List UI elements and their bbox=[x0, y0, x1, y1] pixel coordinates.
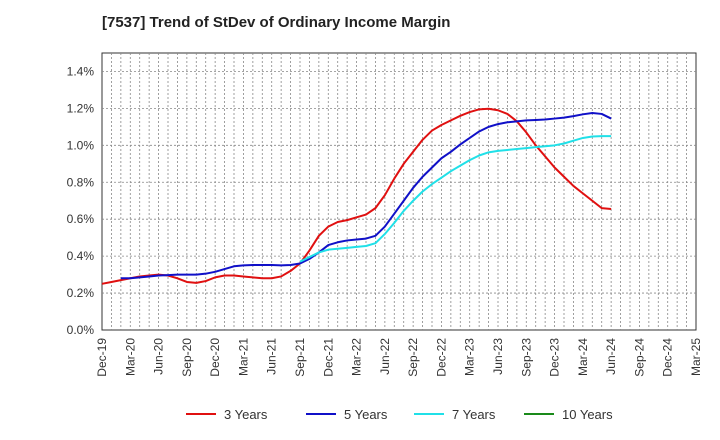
y-tick-label: 0.8% bbox=[67, 175, 95, 189]
x-tick-label: Mar-25 bbox=[689, 338, 703, 376]
x-tick-label: Dec-21 bbox=[321, 338, 335, 377]
series-line bbox=[120, 112, 612, 280]
x-tick-label: Sep-23 bbox=[519, 338, 533, 377]
x-tick-label: Mar-23 bbox=[463, 338, 477, 376]
series-line bbox=[101, 107, 612, 285]
legend-label: 7 Years bbox=[452, 407, 496, 422]
x-tick-label: Sep-21 bbox=[293, 338, 307, 377]
x-tick-label: Jun-22 bbox=[378, 338, 392, 375]
y-tick-label: 0.2% bbox=[67, 286, 95, 300]
y-tick-label: 1.2% bbox=[67, 101, 95, 115]
x-tick-label: Dec-20 bbox=[208, 338, 222, 377]
series-layer bbox=[101, 107, 612, 285]
x-tick-label: Sep-20 bbox=[180, 338, 194, 377]
grid-layer bbox=[101, 52, 697, 331]
x-tick-label: Mar-24 bbox=[576, 338, 590, 376]
x-tick-label: Jun-20 bbox=[152, 338, 166, 375]
x-tick-label: Jun-24 bbox=[604, 338, 618, 375]
y-tick-label: 0.6% bbox=[67, 212, 95, 226]
y-tick-label: 1.4% bbox=[67, 64, 95, 78]
x-tick-label: Mar-20 bbox=[123, 338, 137, 376]
plot-frame bbox=[101, 52, 697, 331]
x-tick-label: Jun-21 bbox=[265, 338, 279, 375]
x-tick-label: Sep-24 bbox=[632, 338, 646, 377]
axis-layer: 0.0% 0.2% 0.4% 0.6% 0.8% 1.0% 1.2% 1.4% Dec-19 Ma… bbox=[67, 64, 703, 376]
x-tick-label: Dec-24 bbox=[661, 338, 675, 377]
legend: 3 Years 5 Years 7 Years 10 Years bbox=[186, 407, 613, 422]
legend-label: 10 Years bbox=[562, 407, 613, 422]
x-tick-label: Dec-23 bbox=[548, 338, 562, 377]
x-tick-label: Dec-22 bbox=[434, 338, 448, 377]
chart-title: [7537] Trend of StDev of Ordinary Income… bbox=[102, 14, 450, 31]
legend-label: 5 Years bbox=[344, 407, 388, 422]
x-tick-label: Dec-19 bbox=[95, 338, 109, 377]
y-tick-label: 0.4% bbox=[67, 249, 95, 263]
y-tick-label: 0.0% bbox=[67, 323, 95, 337]
legend-label: 3 Years bbox=[224, 407, 268, 422]
x-tick-label: Jun-23 bbox=[491, 338, 505, 375]
y-tick-label: 1.0% bbox=[67, 138, 95, 152]
x-tick-label: Sep-22 bbox=[406, 338, 420, 377]
x-tick-label: Mar-22 bbox=[350, 338, 364, 376]
x-tick-label: Mar-21 bbox=[236, 338, 250, 376]
series-line bbox=[299, 135, 612, 263]
